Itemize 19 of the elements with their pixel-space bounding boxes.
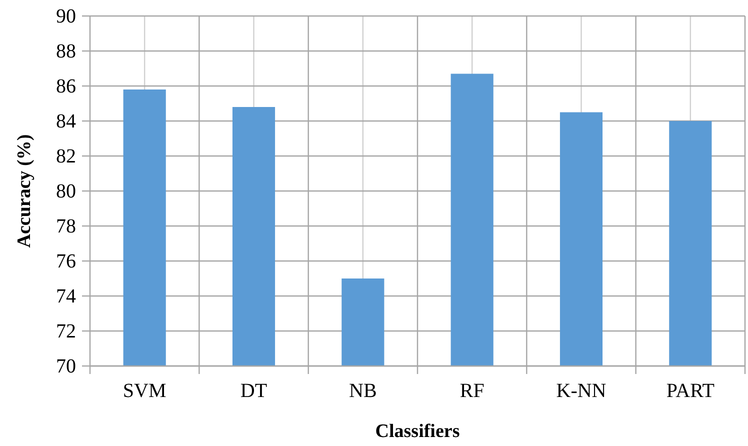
x-tick-label: SVM [122,380,166,402]
x-tick-label: NB [349,380,377,402]
x-axis-title: Classifiers [375,421,460,442]
y-axis-title: Accuracy (%) [14,134,35,248]
y-tick-label: 76 [56,250,76,272]
y-tick-label: 90 [56,5,76,28]
x-tick-label: RF [460,380,484,402]
y-tick-label: 84 [56,110,76,132]
y-tick-label: 70 [56,355,76,378]
x-tick-label: PART [666,380,714,402]
y-tick-label: 78 [56,215,76,238]
y-tick-label: 80 [56,180,76,202]
y-tick-label: 86 [56,75,76,98]
x-tick-label: DT [240,380,268,402]
y-tick-label: 82 [56,145,76,168]
x-tick-label: K-NN [556,380,606,402]
y-tick-label: 74 [56,285,76,308]
y-tick-label: 88 [56,40,76,62]
y-tick-label: 72 [56,320,76,342]
